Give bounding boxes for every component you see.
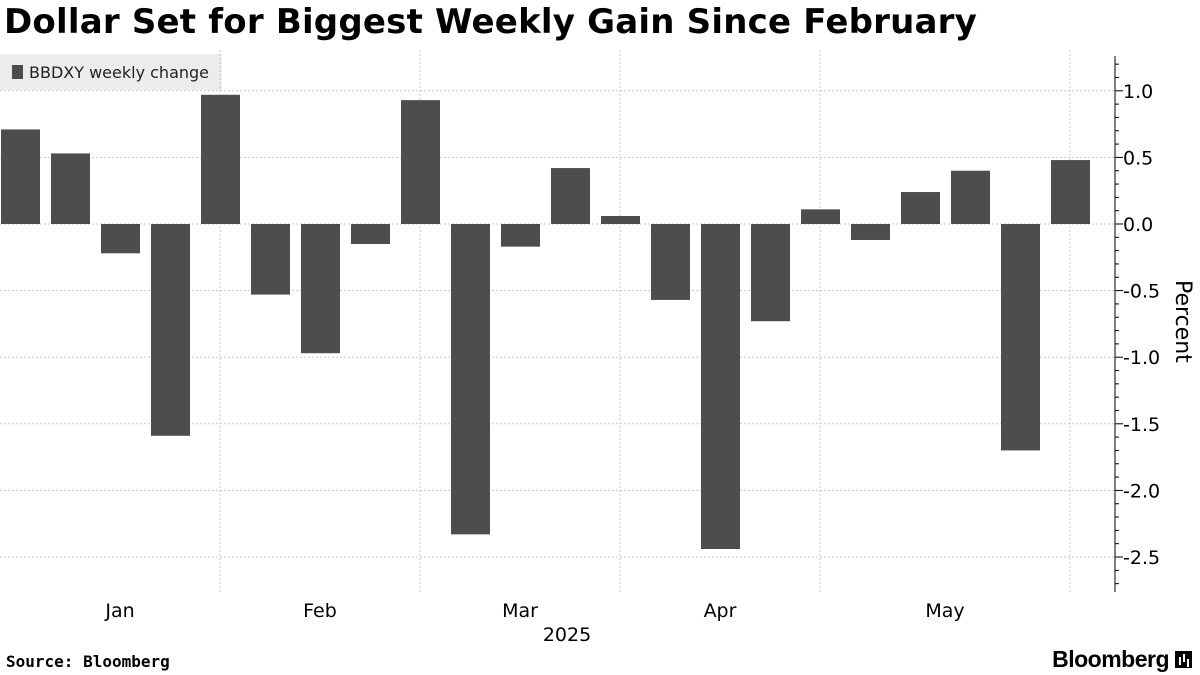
x-tick-label: Mar (502, 600, 538, 622)
x-tick-label: Jan (104, 600, 134, 622)
y-tick-label: -1.5 (1123, 414, 1160, 436)
bar (301, 224, 340, 354)
y-tick-label: -0.5 (1123, 281, 1160, 303)
source-note: Source: Bloomberg (6, 652, 170, 671)
y-tick-label: -2.0 (1123, 480, 1160, 502)
x-tick-label: May (925, 600, 964, 622)
bar (51, 153, 90, 224)
bar (751, 224, 790, 322)
x-year-label: 2025 (543, 624, 591, 646)
y-axis-label: Percent (1170, 280, 1195, 363)
bar (1001, 224, 1040, 451)
bar (601, 216, 640, 224)
legend-swatch (12, 65, 23, 79)
bar (551, 168, 590, 224)
x-tick-label: Apr (704, 600, 737, 622)
y-tick-label: 1.0 (1123, 81, 1153, 103)
legend: BBDXY weekly change (0, 54, 222, 90)
bar (651, 224, 690, 300)
bloomberg-logo-icon (1175, 651, 1192, 668)
bar (151, 224, 190, 436)
bar (1051, 160, 1090, 224)
y-tick-label: -2.5 (1123, 547, 1160, 569)
bar (1, 129, 40, 224)
brand: Bloomberg (1052, 646, 1192, 673)
bar (401, 100, 440, 224)
bar (201, 94, 240, 225)
brand-name: Bloomberg (1052, 646, 1169, 672)
legend-label: BBDXY weekly change (29, 62, 210, 82)
y-tick-label: 0.0 (1123, 214, 1153, 236)
bar (901, 192, 940, 224)
y-tick-label: -1.0 (1123, 347, 1160, 369)
bar (101, 224, 140, 254)
bar (951, 170, 990, 224)
bar (451, 224, 490, 535)
bar (501, 224, 540, 247)
bar (851, 224, 890, 240)
bar (701, 224, 740, 550)
chart-title: Dollar Set for Biggest Weekly Gain Since… (4, 2, 977, 42)
bar (801, 209, 840, 224)
x-tick-label: Feb (303, 600, 337, 622)
bar (251, 224, 290, 295)
bar (351, 224, 390, 244)
y-tick-label: 0.5 (1123, 147, 1153, 169)
